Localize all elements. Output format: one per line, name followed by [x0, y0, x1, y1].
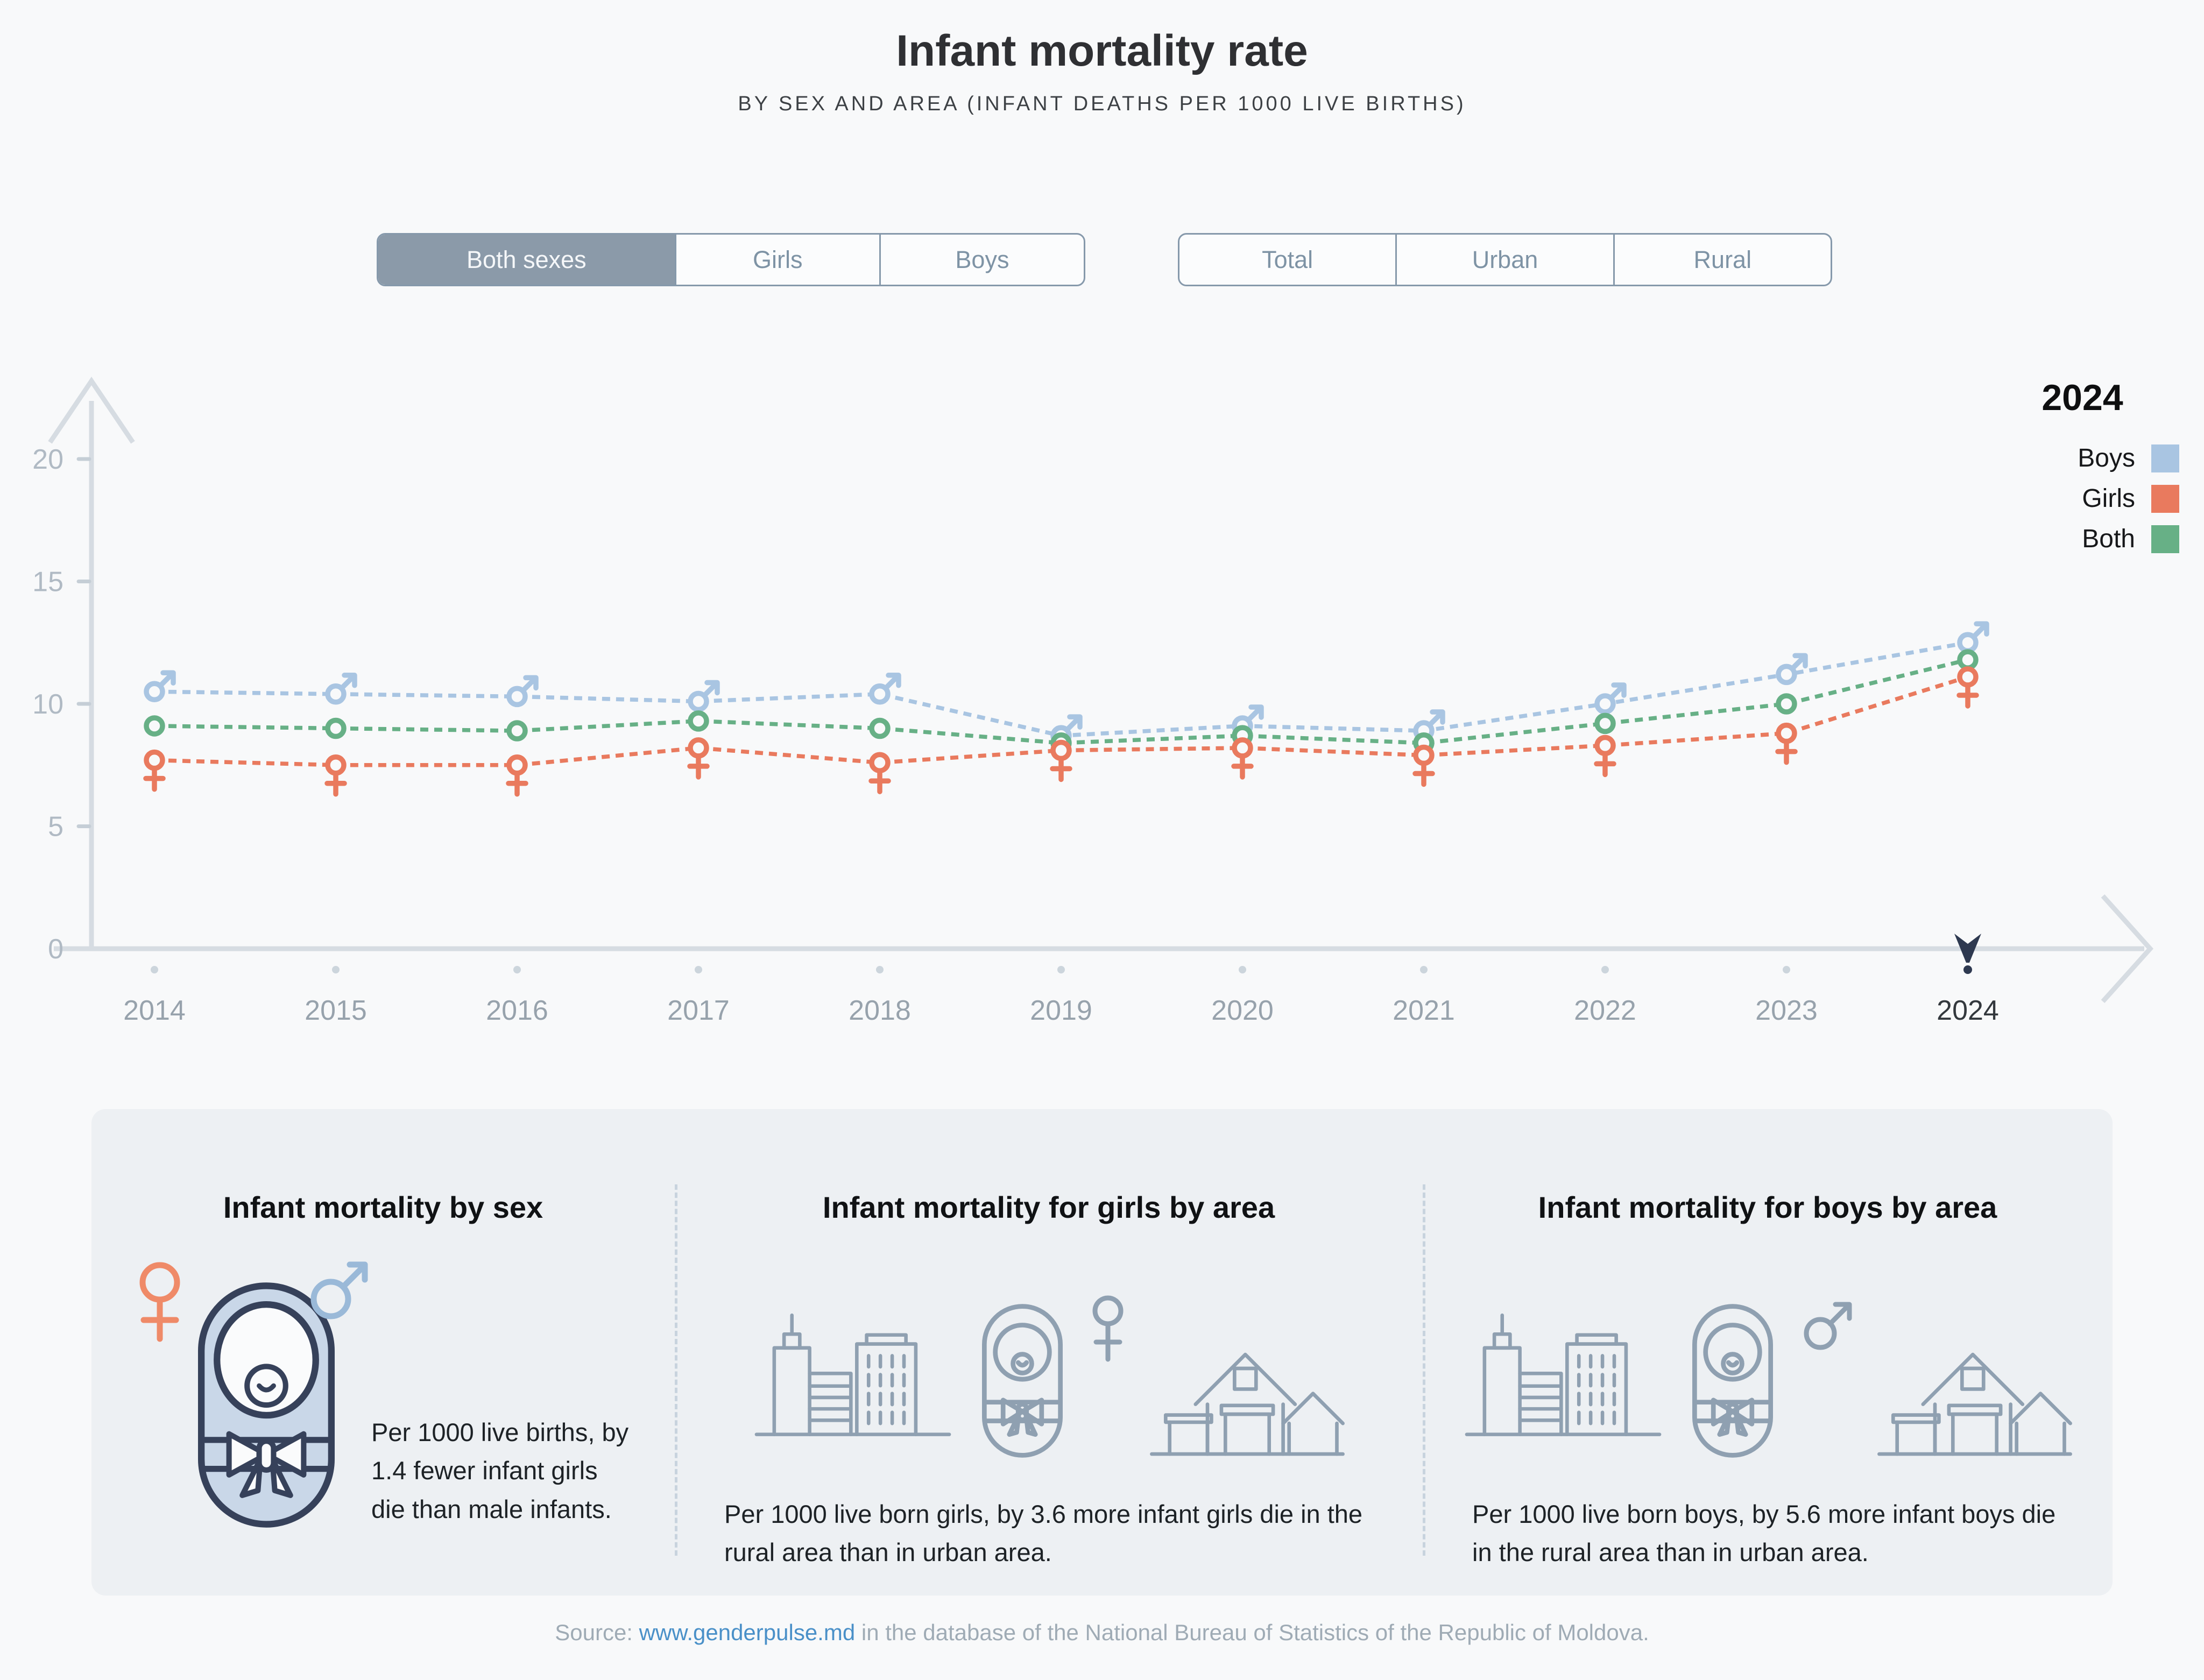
svg-text:10: 10	[32, 689, 63, 720]
svg-text:20: 20	[32, 444, 63, 475]
svg-text:0: 0	[48, 934, 63, 965]
city-icon	[1465, 1313, 1662, 1436]
card-text: Per 1000 live births, by 1.4 fewer infan…	[371, 1418, 629, 1523]
segment-urban[interactable]: Urban	[1395, 235, 1613, 285]
source-link[interactable]: www.genderpulse.md	[639, 1620, 856, 1645]
baby-icon	[982, 1304, 1063, 1458]
svg-text:15: 15	[32, 567, 63, 598]
svg-text:2021: 2021	[1393, 995, 1455, 1026]
svg-text:2015: 2015	[305, 995, 367, 1026]
insight-panel: Infant mortality by sex	[91, 1109, 2113, 1596]
source-line: Source: www.genderpulse.md in the databa…	[0, 1620, 2204, 1646]
svg-text:2023: 2023	[1755, 995, 1818, 1026]
card-divider	[675, 1184, 677, 1556]
page-title: Infant mortality rate	[896, 26, 1308, 75]
male-symbol-icon	[310, 1261, 368, 1319]
segment-boys[interactable]: Boys	[879, 235, 1084, 285]
legend-swatch	[2151, 525, 2179, 553]
svg-text:2016: 2016	[486, 995, 548, 1026]
city-icon	[754, 1313, 951, 1436]
svg-text:2020: 2020	[1211, 995, 1274, 1026]
legend-label: Girls	[2082, 484, 2135, 513]
svg-text:2018: 2018	[849, 995, 911, 1026]
svg-text:2022: 2022	[1574, 995, 1636, 1026]
segment-total[interactable]: Total	[1262, 245, 1313, 273]
legend-entry-girls: Girls	[1986, 484, 2179, 513]
segment-both-sexes[interactable]: Both sexes	[378, 235, 675, 285]
male-symbol-icon	[1804, 1302, 1852, 1350]
card-divider	[1423, 1184, 1425, 1556]
svg-text:2014: 2014	[123, 995, 186, 1026]
card-mortality-by-sex: Infant mortality by sex	[91, 1109, 675, 1596]
house-icon	[1877, 1352, 2072, 1456]
female-symbol-icon	[1092, 1295, 1124, 1362]
card-boys-by-area: Infant mortality for boys by area	[1423, 1109, 2113, 1596]
svg-text:2019: 2019	[1030, 995, 1092, 1026]
legend-label: Both	[2082, 525, 2135, 553]
page-subtitle: BY SEX AND AREA (INFANT DEATHS PER 1000 …	[738, 93, 1466, 115]
svg-text:2017: 2017	[667, 995, 730, 1026]
svg-text:5: 5	[48, 811, 63, 843]
chart-legend: 2024 Boys Girls Both	[1986, 377, 2179, 564]
card-girls-by-area: Infant mortality for girls by area	[675, 1109, 1423, 1596]
area-filter: Total Urban Rural	[1178, 233, 1832, 286]
segment-girls[interactable]: Girls	[674, 235, 879, 285]
legend-entry-boys: Boys	[1986, 443, 2179, 473]
female-symbol-icon	[139, 1262, 180, 1342]
legend-swatch	[2151, 484, 2179, 513]
baby-icon	[1692, 1304, 1773, 1458]
legend-year-title: 2024	[2041, 377, 2123, 418]
legend-swatch	[2151, 444, 2179, 472]
house-icon	[1150, 1352, 1345, 1456]
card-text: Per 1000 live born girls, by 3.6 more in…	[724, 1500, 1363, 1567]
source-prefix: Source:	[555, 1620, 639, 1645]
card-title: Infant mortality for girls by area	[822, 1190, 1275, 1224]
card-text: Per 1000 live born boys, by 5.6 more inf…	[1472, 1500, 2056, 1567]
legend-entry-both: Both	[1986, 524, 2179, 554]
card-title: Infant mortality for boys by area	[1538, 1190, 1997, 1224]
baby-icon	[197, 1282, 335, 1528]
card-title: Infant mortality by sex	[223, 1190, 543, 1224]
svg-text:2024: 2024	[1937, 995, 1999, 1026]
legend-label: Boys	[2078, 444, 2135, 472]
source-suffix: in the database of the National Bureau o…	[855, 1620, 1649, 1645]
sex-filter: Both sexes Girls Boys	[377, 233, 1085, 286]
segment-rural[interactable]: Rural	[1613, 235, 1831, 285]
